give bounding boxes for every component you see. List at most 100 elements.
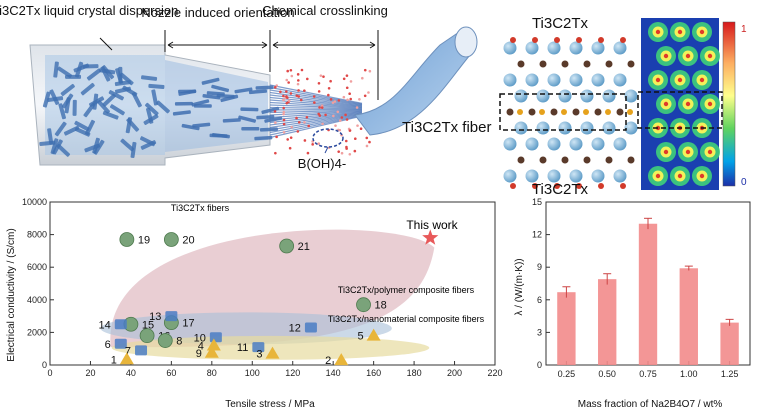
fiber-point	[119, 232, 135, 247]
borate-particle	[297, 120, 301, 124]
flake	[84, 143, 101, 153]
borate-particle	[273, 86, 277, 89]
y-tick-label: 6000	[27, 262, 47, 272]
flake	[56, 143, 71, 157]
titanium-atom	[569, 137, 583, 151]
boron-atom	[517, 109, 523, 115]
region-label-nanomaterial: Ti3C2Tx/nanomaterial composite fibers	[328, 314, 485, 324]
borate-particle	[365, 136, 369, 140]
x-tick-label: 100	[245, 368, 260, 378]
titanium-atom	[503, 137, 517, 151]
borate-particle	[329, 79, 332, 83]
y-tick-label: 10000	[22, 197, 47, 207]
borate-particle	[312, 95, 316, 98]
aligned-flake	[269, 89, 363, 106]
oxygen-atom	[510, 37, 516, 43]
borate-particle	[363, 94, 367, 98]
borate-particle	[340, 116, 344, 119]
borate-particle	[345, 118, 349, 121]
titanium-atom	[613, 137, 627, 151]
borate-particle	[344, 139, 348, 143]
borate-particle	[317, 142, 321, 145]
borate-particle	[282, 112, 285, 116]
carbon-atom	[539, 60, 547, 68]
bar-y-tick-label: 3	[537, 327, 542, 337]
borate-particle	[303, 121, 306, 124]
bar-x-tick-label: 0.75	[639, 369, 657, 379]
aligned-flake	[269, 110, 363, 116]
label-crosslink: Chemical crosslinking	[262, 3, 388, 18]
carbon-atom	[561, 60, 569, 68]
colorbar-max: 1	[741, 24, 747, 35]
titanium-atom	[602, 89, 616, 103]
flake	[115, 68, 124, 84]
oxygen-atom	[598, 183, 604, 189]
scatter-frame	[49, 201, 496, 366]
borate-particle	[353, 149, 357, 153]
flake	[202, 94, 221, 100]
titanium-atom	[547, 169, 561, 183]
borate-particle	[274, 121, 277, 124]
flake	[248, 89, 268, 95]
borate-particle	[282, 94, 285, 98]
flake	[83, 102, 96, 118]
titanium-atom	[558, 89, 572, 103]
flake	[61, 93, 74, 109]
structure-highlight-box	[499, 93, 627, 131]
titanium-atom	[558, 121, 572, 135]
flake	[100, 66, 111, 82]
titanium-atom	[624, 121, 638, 135]
this-work-star	[422, 229, 439, 245]
density-blobs	[648, 22, 720, 186]
region-label-fibers: Ti3C2Tx fibers	[171, 203, 230, 213]
point-label: 19	[138, 234, 150, 246]
process-brackets	[99, 30, 379, 100]
polymer-point	[114, 338, 127, 349]
nanomaterial-point	[206, 338, 221, 351]
borate-particle	[282, 130, 286, 134]
x-tick-label: 20	[85, 368, 95, 378]
borate-particle	[290, 74, 294, 78]
flake	[86, 68, 102, 81]
flake	[49, 89, 60, 105]
aligned-flake	[269, 99, 363, 108]
aligned-flake	[269, 113, 363, 131]
borate-particle	[306, 151, 310, 155]
borate-particle	[345, 145, 348, 149]
borate-particle	[365, 144, 369, 148]
borate-particle	[338, 119, 342, 122]
bar-x-tick-label: 0.50	[598, 369, 616, 379]
borate-particle	[273, 110, 277, 113]
titanium-atom	[525, 169, 539, 183]
borate-particle	[344, 113, 347, 117]
flake	[80, 82, 95, 96]
fiber-point	[279, 238, 295, 254]
scatter-ylabel: Electrical conductivity / (S/cm)	[6, 228, 17, 361]
oxygen-atom	[554, 183, 560, 189]
flake	[97, 99, 110, 114]
borate-particle	[286, 138, 289, 141]
flake	[114, 86, 132, 94]
bar-y-tick-label: 0	[537, 360, 542, 370]
flake	[139, 136, 156, 147]
carbon-atom	[572, 108, 580, 116]
flake	[151, 89, 158, 106]
flake	[201, 77, 220, 85]
fiber-point	[139, 328, 155, 344]
flake	[191, 99, 210, 107]
x-tick-label: 180	[407, 368, 422, 378]
titanium-atom	[569, 41, 583, 55]
borate-particle	[318, 114, 322, 117]
aligned-flake	[269, 106, 363, 110]
thermal-conductivity-chart: 0 3 6 9 12 15 0.25 0.50 0.75 1.00 1.25 Mass fracti…	[514, 197, 751, 410]
borate-particle	[282, 98, 285, 102]
titanium-atom	[514, 89, 528, 103]
borate-particle	[327, 87, 331, 90]
borate-particle	[368, 69, 372, 73]
borate-particle	[282, 110, 286, 114]
borate-particle	[275, 84, 279, 87]
x-tick-label: 120	[285, 368, 300, 378]
polymer-point	[135, 345, 148, 356]
borate-particle	[333, 100, 337, 103]
borate-particle	[290, 125, 293, 129]
